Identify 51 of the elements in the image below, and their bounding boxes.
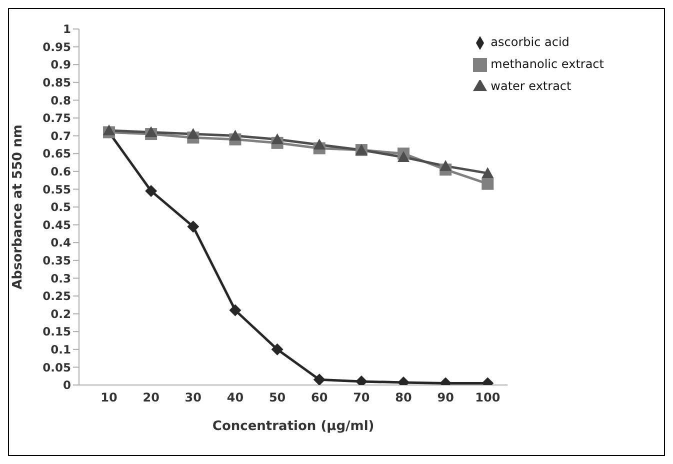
- y-tick-label: 0.5: [50, 200, 71, 214]
- x-axis-title: Concentration (µg/ml): [212, 419, 374, 434]
- point: [271, 133, 284, 144]
- x-tick-label: 30: [184, 390, 202, 405]
- point: [103, 124, 115, 136]
- x-tick-label: 20: [142, 390, 160, 405]
- y-tick-label: 0.05: [42, 360, 71, 374]
- point: [482, 167, 494, 178]
- point: [187, 220, 200, 233]
- y-tick-label: 0.35: [42, 253, 71, 268]
- legend-label: methanolic extract: [490, 57, 604, 71]
- y-tick-label: 0.45: [42, 218, 71, 232]
- y-tick-label: 0.3: [50, 271, 71, 286]
- x-tick-label: 90: [437, 390, 454, 405]
- y-tick-label: 0.15: [42, 324, 71, 339]
- point: [145, 126, 158, 138]
- y-tick-label: 0.7: [50, 128, 71, 143]
- point: [229, 304, 242, 316]
- legend-label: ascorbic acid: [490, 35, 570, 49]
- x-tick-label: 40: [226, 390, 244, 405]
- y-tick-label: 0.4: [50, 236, 71, 250]
- y-tick-label: 0.65: [42, 146, 71, 161]
- y-tick-label: 0.8: [50, 93, 71, 108]
- point: [398, 151, 410, 162]
- point: [313, 374, 326, 385]
- x-tick-label: 100: [475, 390, 500, 405]
- y-tick-label: 0.9: [50, 58, 71, 72]
- x-tick-label: 60: [311, 390, 328, 405]
- x-tick-label: 70: [353, 390, 370, 405]
- legend-label: water extract: [490, 79, 572, 93]
- point: [313, 138, 326, 150]
- y-tick-label: 0.75: [42, 111, 71, 126]
- y-tick-label: 0.95: [42, 40, 71, 54]
- point: [271, 343, 284, 356]
- point: [482, 178, 494, 190]
- y-tick-label: 0.6: [50, 164, 71, 178]
- point: [187, 128, 200, 139]
- y-tick-label: 0.85: [42, 75, 71, 90]
- y-tick-label: 0: [62, 378, 71, 392]
- point: [440, 160, 452, 171]
- y-tick-label: 0.2: [50, 306, 71, 321]
- x-tick-label: 50: [268, 390, 286, 405]
- y-tick-label: 0.1: [50, 342, 71, 356]
- y-tick-label: 1: [62, 22, 71, 36]
- y-axis-title: Absorbance at 550 nm: [10, 124, 26, 290]
- x-tick-label: 80: [395, 390, 412, 405]
- point: [145, 184, 158, 197]
- y-tick-label: 0.25: [42, 289, 71, 304]
- x-tick-label: 10: [100, 390, 118, 405]
- point: [229, 130, 242, 141]
- y-tick-label: 0.55: [42, 182, 71, 196]
